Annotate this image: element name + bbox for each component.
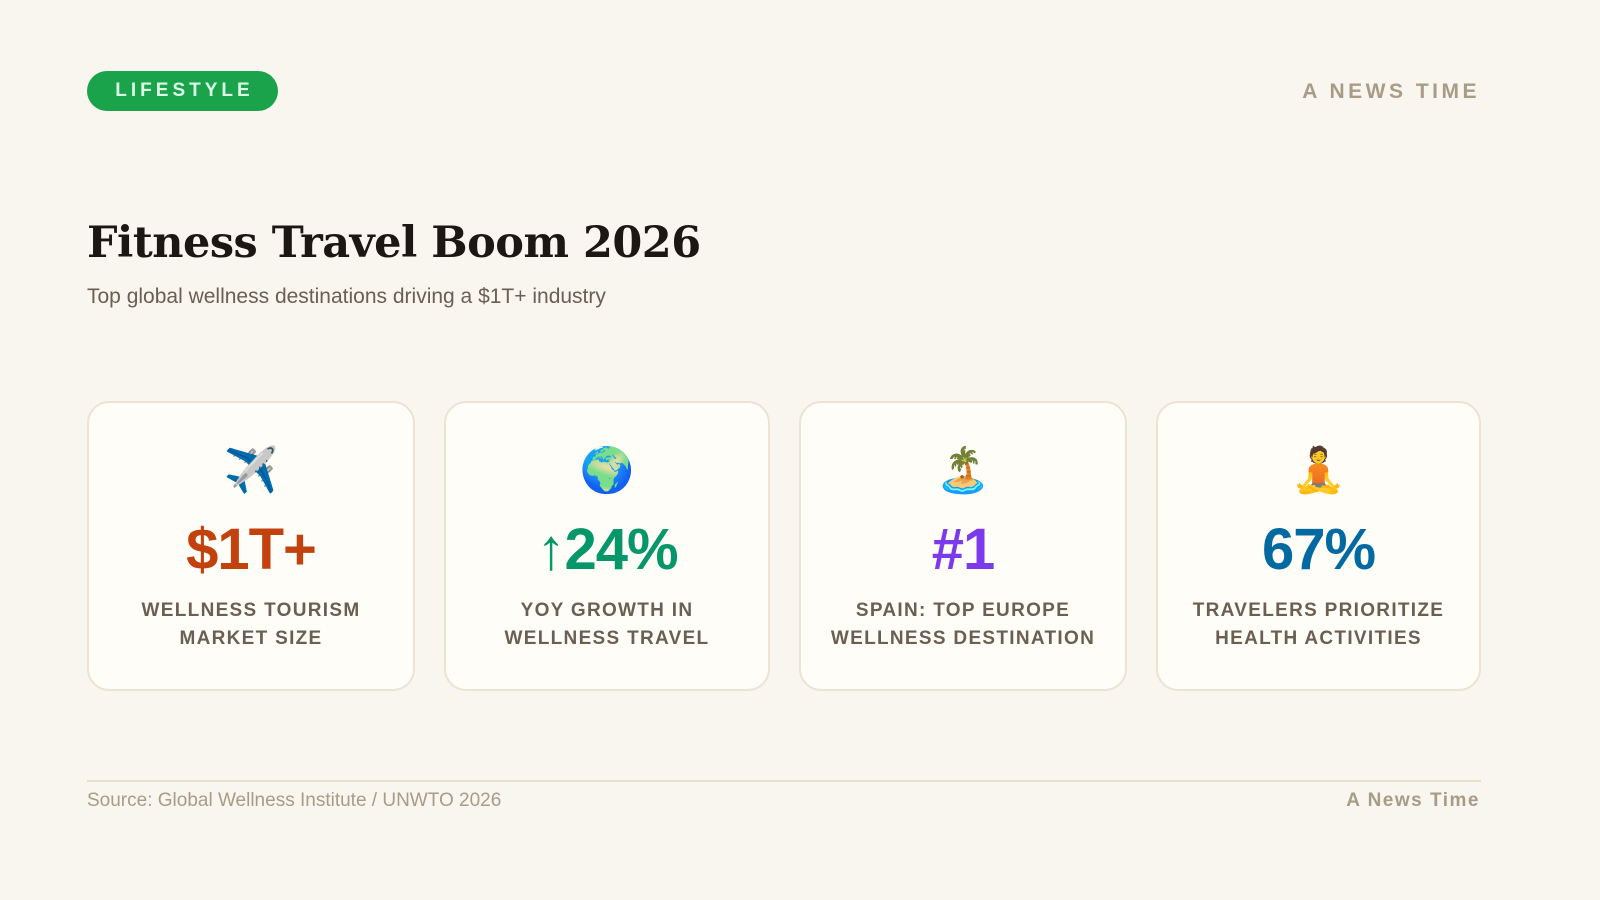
airplane-icon: ✈️ xyxy=(223,446,279,495)
page-subtitle: Top global wellness destinations driving… xyxy=(87,285,606,308)
globe-icon: 🌍 xyxy=(579,446,635,495)
stat-card-yoy-growth: 🌍 ↑24% YOY GROWTH IN WELLNESS TRAVEL xyxy=(444,401,770,691)
category-badge: LIFESTYLE xyxy=(87,71,278,111)
stat-value: $1T+ xyxy=(186,517,317,582)
stat-label: SPAIN: TOP EUROPE WELLNESS DESTINATION xyxy=(830,600,1096,649)
stat-label: YOY GROWTH IN WELLNESS TRAVEL xyxy=(504,600,710,649)
stat-value: #1 xyxy=(931,517,996,582)
footer-divider xyxy=(87,780,1481,782)
stat-label: WELLNESS TOURISM MARKET SIZE xyxy=(141,600,361,649)
stat-label: TRAVELERS PRIORITIZE HEALTH ACTIVITIES xyxy=(1192,600,1445,649)
page-title: Fitness Travel Boom 2026 xyxy=(87,218,701,268)
beach-island-icon: 🏝️ xyxy=(935,446,991,495)
brand-logo: A NEWS TIME xyxy=(1302,80,1480,103)
stat-cards: ✈️ $1T+ WELLNESS TOURISM MARKET SIZE 🌍 ↑… xyxy=(87,401,1481,691)
stat-value: ↑24% xyxy=(536,517,678,582)
footer-brand: A News Time xyxy=(1346,790,1480,811)
stat-card-health-priority: 🧘 67% TRAVELERS PRIORITIZE HEALTH ACTIVI… xyxy=(1156,401,1481,691)
stat-card-top-destination: 🏝️ #1 SPAIN: TOP EUROPE WELLNESS DESTINA… xyxy=(799,401,1127,691)
meditation-icon: 🧘 xyxy=(1291,446,1346,495)
stat-value: 67% xyxy=(1261,517,1376,582)
source-citation: Source: Global Wellness Institute / UNWT… xyxy=(87,790,502,811)
stat-card-market-size: ✈️ $1T+ WELLNESS TOURISM MARKET SIZE xyxy=(87,401,415,691)
